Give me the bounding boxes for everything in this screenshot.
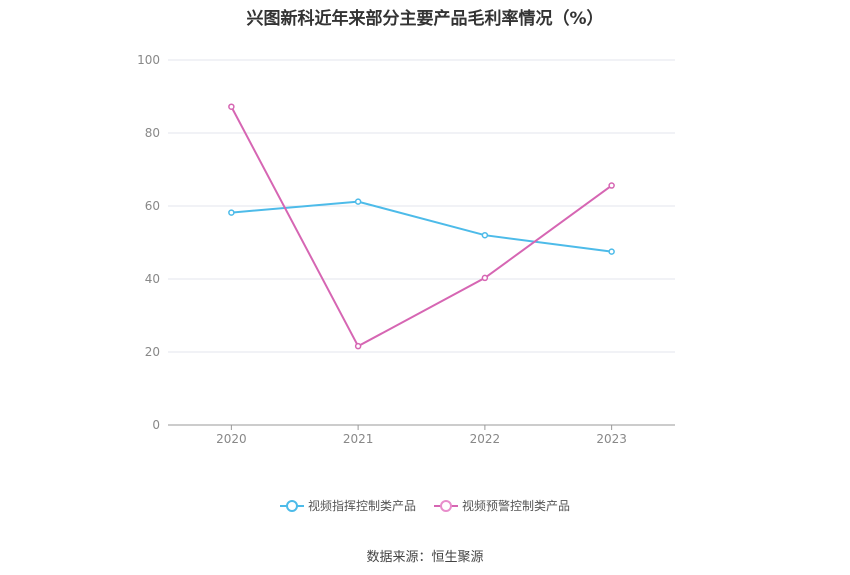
legend: 视频指挥控制类产品 视频预警控制类产品: [0, 497, 850, 514]
x-axis-ticks: 2020 2021 2022 2023: [216, 425, 627, 446]
x-tick-label: 2020: [216, 432, 247, 446]
data-point-series-2[interactable]: [354, 342, 362, 350]
legend-marker-series-1: [279, 499, 304, 512]
y-tick-label: 60: [145, 199, 160, 213]
y-tick-label: 40: [145, 272, 160, 286]
source-note: 数据来源：恒生聚源: [366, 550, 484, 565]
data-point-series-2[interactable]: [481, 274, 489, 282]
grid-lines: [168, 59, 675, 353]
x-tick-label: 2021: [343, 432, 374, 446]
data-point-series-1[interactable]: [608, 248, 615, 255]
legend-label-series-1: 视频指挥控制类产品: [307, 499, 416, 513]
data-point-series-2[interactable]: [608, 182, 615, 189]
y-tick-label: 80: [145, 126, 160, 140]
y-tick-label: 0: [152, 418, 160, 432]
x-tick-label: 2022: [470, 432, 501, 446]
data-point-series-1[interactable]: [481, 231, 489, 239]
y-axis-ticks: 0 20 40 60 80 100: [137, 53, 160, 432]
legend-item-series-2[interactable]: 视频预警控制类产品: [434, 497, 570, 514]
data-point-series-2[interactable]: [228, 103, 235, 110]
series-group: [228, 103, 615, 350]
legend-item-series-1[interactable]: 视频指挥控制类产品: [279, 497, 416, 514]
y-tick-label: 100: [137, 53, 160, 67]
data-point-series-1[interactable]: [228, 209, 235, 216]
legend-marker-series-2: [434, 499, 458, 512]
chart-title: 兴图新科近年来部分主要产品毛利率情况（%）: [246, 9, 604, 29]
legend-label-series-2: 视频预警控制类产品: [462, 499, 571, 513]
series-line-2: [230, 106, 613, 348]
data-point-series-1[interactable]: [354, 198, 362, 205]
x-tick-label: 2023: [596, 432, 627, 446]
y-tick-label: 20: [145, 345, 160, 359]
series-line-1: [231, 200, 612, 253]
